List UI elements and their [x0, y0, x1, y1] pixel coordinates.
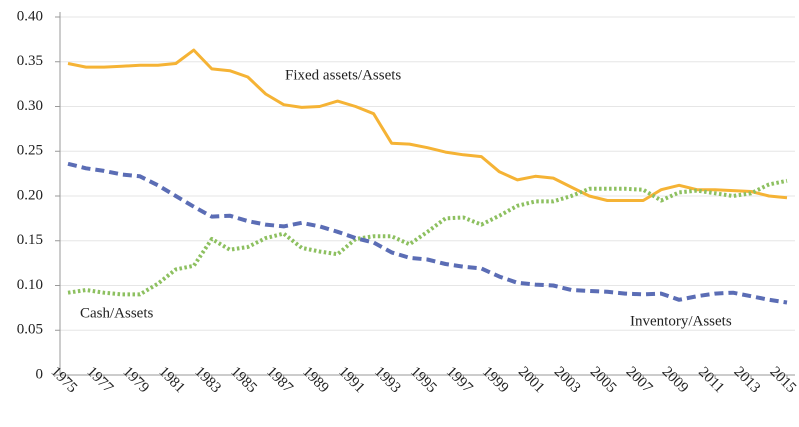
series-label: Cash/Assets	[80, 305, 154, 321]
y-tick-label: 0.05	[17, 322, 43, 338]
x-tick-label: 2005	[587, 364, 620, 397]
x-tick-label: 2015	[767, 364, 799, 397]
line-series	[67, 48, 788, 202]
x-tick-label: 1997	[443, 364, 476, 397]
x-tick-label: 1975	[48, 364, 81, 397]
x-tick-label: 2009	[659, 364, 692, 397]
x-tick-label: 2011	[695, 364, 727, 396]
y-tick-label: 0.30	[17, 98, 43, 114]
y-tick-label: 0.15	[17, 232, 43, 248]
x-tick-label: 1999	[479, 364, 512, 397]
x-tick-label: 2001	[515, 364, 548, 397]
x-tick-label: 1985	[227, 364, 260, 397]
line-series	[67, 161, 788, 305]
y-tick-label: 0.10	[17, 277, 43, 293]
y-tick-label: 0.25	[17, 143, 43, 159]
series-label: Inventory/Assets	[630, 313, 732, 329]
y-tick-label: 0	[36, 366, 44, 382]
x-tick-label: 2003	[551, 364, 584, 397]
y-tick-label: 0.35	[17, 53, 43, 69]
x-tick-label: 2007	[623, 364, 656, 397]
x-tick-label: 1993	[371, 364, 404, 397]
y-tick-label: 0.20	[17, 187, 43, 203]
x-tick-label: 1981	[155, 364, 188, 397]
x-tick-label: 1991	[335, 364, 368, 397]
x-tick-label: 1987	[263, 364, 296, 397]
line-series	[67, 178, 788, 297]
series-label: Fixed assets/Assets	[285, 67, 401, 83]
x-tick-label: 1979	[119, 364, 152, 397]
x-tick-label: 1983	[191, 364, 224, 397]
x-tick-label: 2013	[731, 364, 764, 397]
x-tick-label: 1977	[83, 364, 116, 397]
x-tick-label: 1995	[407, 364, 440, 397]
x-tick-label: 1989	[299, 364, 332, 397]
y-tick-label: 0.40	[17, 8, 43, 24]
